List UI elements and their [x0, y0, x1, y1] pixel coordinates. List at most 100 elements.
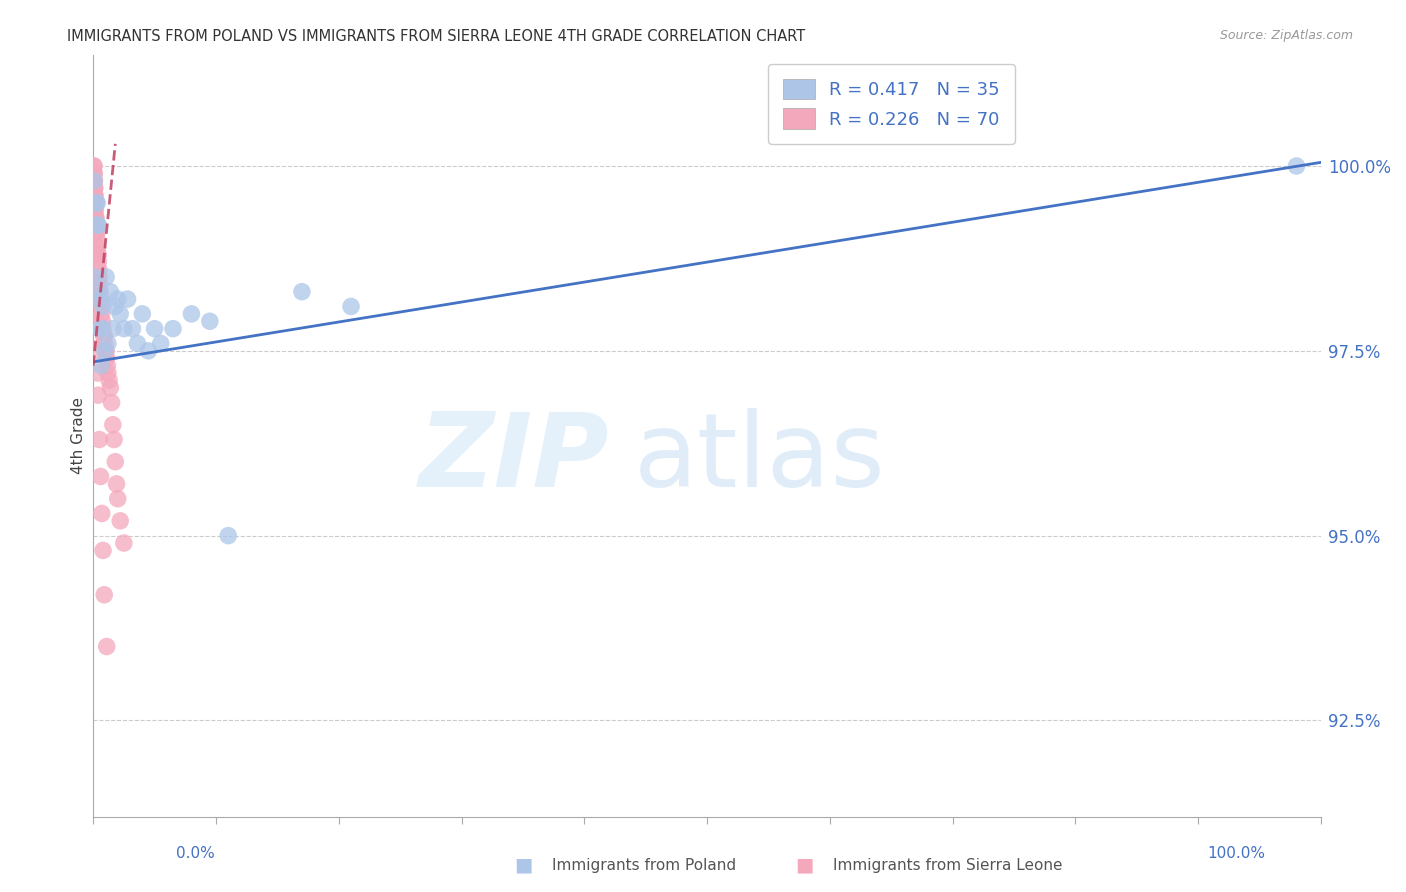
Point — [149, 336, 172, 351]
Text: 100.0%: 100.0% — [1208, 846, 1265, 861]
Point — [86, 233, 108, 247]
Point — [90, 469, 112, 483]
Text: atlas: atlas — [634, 409, 886, 509]
Point — [90, 507, 112, 521]
Point — [83, 188, 105, 202]
Point — [107, 491, 129, 506]
Point — [1285, 159, 1308, 173]
Point — [89, 321, 111, 335]
Text: ■: ■ — [796, 855, 814, 875]
Point — [84, 314, 107, 328]
Point — [121, 321, 143, 335]
Point — [90, 292, 112, 306]
Point — [84, 211, 107, 225]
Point — [108, 307, 131, 321]
Point — [107, 292, 129, 306]
Point — [87, 218, 110, 232]
Point — [91, 543, 114, 558]
Point — [138, 343, 160, 358]
Text: ■: ■ — [515, 855, 533, 875]
Point — [83, 269, 105, 284]
Point — [86, 240, 108, 254]
Point — [91, 314, 114, 328]
Point — [89, 277, 111, 292]
Point — [83, 211, 105, 225]
Point — [87, 262, 110, 277]
Point — [83, 233, 105, 247]
Point — [94, 269, 117, 284]
Point — [105, 476, 128, 491]
Point — [86, 366, 108, 380]
Point — [100, 381, 122, 395]
Text: Immigrants from Sierra Leone: Immigrants from Sierra Leone — [832, 858, 1063, 872]
Point — [94, 343, 117, 358]
Point — [93, 588, 115, 602]
Point — [87, 255, 110, 269]
Point — [108, 514, 131, 528]
Point — [143, 321, 166, 335]
Point — [96, 351, 118, 366]
Point — [180, 307, 202, 321]
Point — [90, 292, 112, 306]
Text: IMMIGRANTS FROM POLAND VS IMMIGRANTS FROM SIERRA LEONE 4TH GRADE CORRELATION CHA: IMMIGRANTS FROM POLAND VS IMMIGRANTS FRO… — [67, 29, 806, 44]
Point — [86, 196, 108, 211]
Point — [86, 196, 108, 211]
Point — [83, 174, 105, 188]
Point — [94, 336, 117, 351]
Point — [90, 321, 112, 335]
Point — [89, 285, 111, 299]
Point — [96, 359, 118, 373]
Point — [101, 321, 124, 335]
Text: Source: ZipAtlas.com: Source: ZipAtlas.com — [1219, 29, 1353, 42]
Point — [83, 203, 105, 218]
Point — [93, 329, 115, 343]
Point — [91, 321, 114, 335]
Point — [89, 433, 111, 447]
Point — [97, 366, 120, 380]
Point — [94, 343, 117, 358]
Point — [104, 455, 127, 469]
Point — [100, 395, 122, 409]
Text: Immigrants from Poland: Immigrants from Poland — [551, 858, 735, 872]
Point — [131, 307, 153, 321]
Point — [90, 307, 112, 321]
Point — [84, 218, 107, 232]
Point — [162, 321, 184, 335]
Point — [97, 336, 120, 351]
Point — [84, 203, 107, 218]
Point — [83, 166, 105, 180]
Point — [101, 417, 124, 432]
Point — [83, 248, 105, 262]
Point — [112, 321, 135, 335]
Point — [84, 196, 107, 211]
Point — [98, 373, 121, 387]
Text: ZIP: ZIP — [418, 409, 609, 509]
Point — [87, 248, 110, 262]
Point — [89, 285, 111, 299]
Point — [83, 174, 105, 188]
Point — [83, 188, 105, 202]
Point — [87, 388, 110, 402]
Point — [84, 269, 107, 284]
Point — [93, 329, 115, 343]
Point — [83, 196, 105, 211]
Point — [83, 159, 105, 173]
Text: 0.0%: 0.0% — [176, 846, 215, 861]
Point — [83, 174, 105, 188]
Point — [87, 248, 110, 262]
Point — [83, 226, 105, 240]
Point — [87, 218, 110, 232]
Point — [84, 292, 107, 306]
Point — [83, 188, 105, 202]
Point — [198, 314, 221, 328]
Point — [291, 285, 314, 299]
Point — [90, 359, 112, 373]
Point — [83, 181, 105, 195]
Point — [83, 166, 105, 180]
Point — [103, 433, 125, 447]
Point — [86, 343, 108, 358]
Y-axis label: 4th Grade: 4th Grade — [72, 397, 86, 475]
Point — [86, 226, 108, 240]
Point — [90, 300, 112, 314]
Point — [96, 640, 118, 654]
